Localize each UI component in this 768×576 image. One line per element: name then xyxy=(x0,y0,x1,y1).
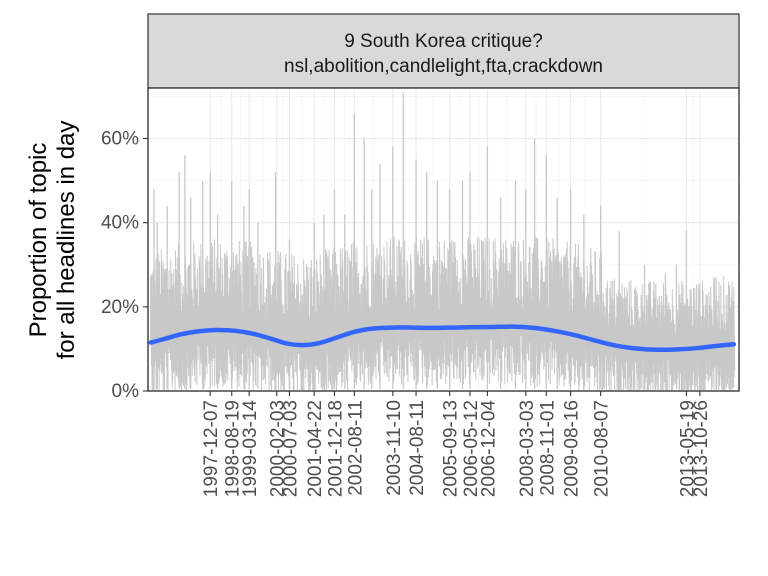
y-tick-label: 40% xyxy=(101,213,139,234)
x-tick-label: 1997-12-07 xyxy=(201,400,222,497)
x-tick-label: 2002-08-11 xyxy=(345,400,366,496)
y-axis-title-line2: for all headlines in day xyxy=(53,121,80,360)
x-tick-label: 2008-03-03 xyxy=(517,400,538,497)
x-tick-label: 2001-12-18 xyxy=(325,400,346,497)
x-tick-label: 2005-09-13 xyxy=(441,400,462,497)
y-tick-label: 0% xyxy=(112,381,140,402)
smoothed-trend-series xyxy=(148,324,737,353)
x-tick-label: 2008-11-01 xyxy=(537,400,558,496)
x-tick-label: 2003-11-10 xyxy=(384,400,405,496)
x-tick-label: 2009-08-16 xyxy=(562,400,583,497)
x-tick-label: 2000-02-03 xyxy=(268,400,289,497)
y-tick-label: 20% xyxy=(101,297,139,318)
y-tick-label: 60% xyxy=(101,129,139,150)
daily-proportion-line xyxy=(150,235,736,392)
x-tick-label: 2010-08-07 xyxy=(592,400,613,497)
x-tick-label: 2004-08-11 xyxy=(407,400,428,496)
smoothed-trend-line xyxy=(148,324,737,353)
x-tick-label: 1998-08-19 xyxy=(223,400,244,497)
facet-strip-title: 9 South Korea critique? xyxy=(344,31,543,52)
x-tick-label: 2013-10-26 xyxy=(691,400,712,497)
y-axis: 0% 20% 40% 60% xyxy=(101,129,148,402)
x-tick-label: 2001-04-22 xyxy=(305,400,326,497)
x-tick-label: 2006-12-04 xyxy=(478,400,499,498)
y-axis-title-line1: Proportion of topic xyxy=(25,143,52,338)
x-tick-label: 2006-05-12 xyxy=(461,400,482,497)
x-tick-label: 2013-05-19 xyxy=(677,400,698,497)
facet-strip-keywords: nsl,abolition,candlelight,fta,crackdown xyxy=(284,56,603,77)
x-tick-label: 2000-07-03 xyxy=(280,400,301,497)
x-tick-label: 1999-03-14 xyxy=(240,400,261,498)
daily-proportion-series xyxy=(150,92,736,392)
facet-strip xyxy=(147,13,740,89)
plot-panel-border xyxy=(147,87,740,392)
